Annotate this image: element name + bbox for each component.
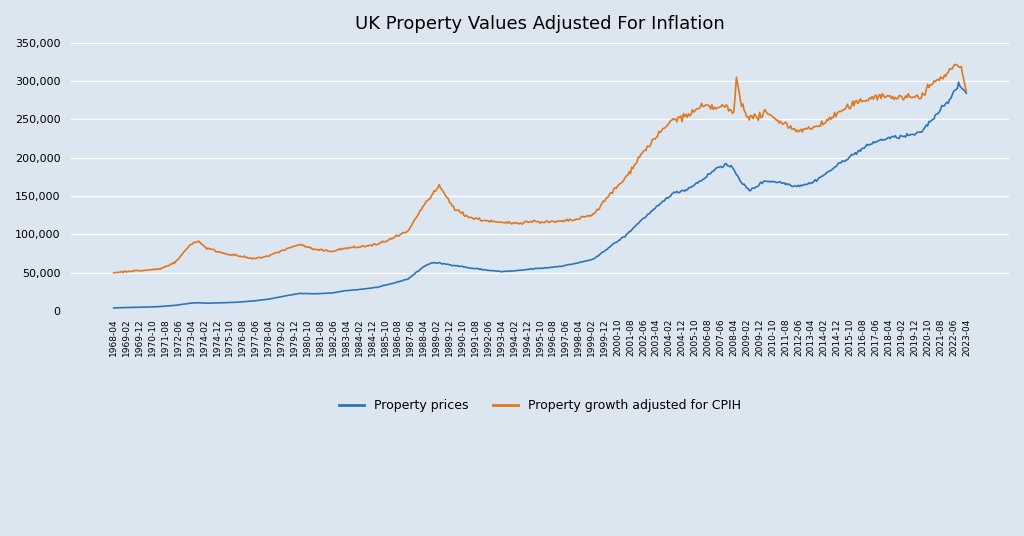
Legend: Property prices, Property growth adjusted for CPIH: Property prices, Property growth adjuste…	[334, 394, 746, 418]
Title: UK Property Values Adjusted For Inflation: UK Property Values Adjusted For Inflatio…	[355, 15, 725, 33]
